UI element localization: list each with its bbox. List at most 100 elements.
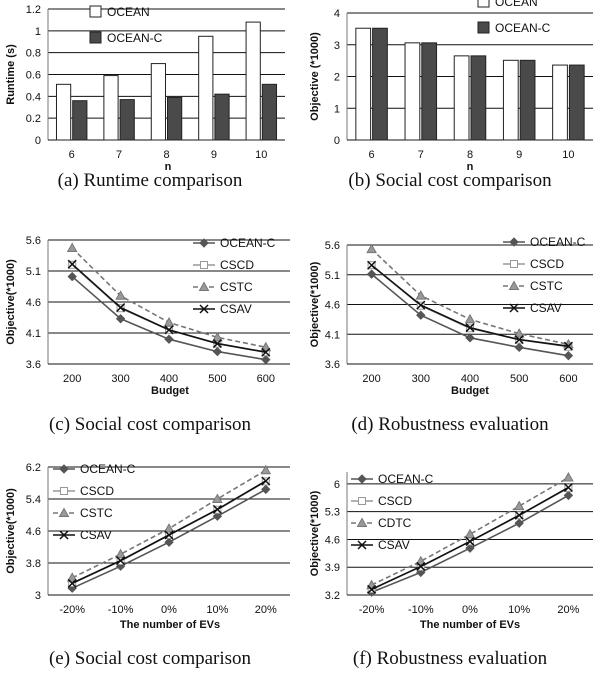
data-point-ocean-c <box>563 490 574 501</box>
data-point-cstc <box>366 243 377 254</box>
data-point-csav <box>67 259 77 269</box>
legend: OCEAN-C CSCD CSTC CSAV <box>193 236 276 316</box>
data-point-csav <box>514 510 524 520</box>
x-tick-label: 300 <box>412 373 430 385</box>
data-point-ocean-c <box>212 346 223 357</box>
data-point-ocean-c <box>465 333 475 343</box>
y-tick-label: 4 <box>334 8 340 20</box>
x-axis-title: The number of EVs <box>420 619 520 631</box>
x-tick-label: 600 <box>559 373 577 385</box>
legend-marker <box>509 237 519 247</box>
legend-label: OCEAN-C <box>495 21 551 35</box>
x-tick-label: 7 <box>418 149 424 161</box>
legend-marker <box>200 261 208 269</box>
y-tick-label: 3 <box>334 40 340 52</box>
bar-ocean-c <box>167 96 183 141</box>
data-point-csav <box>416 561 426 571</box>
legend: OCEAN-C CSCD CDTC CSAV <box>351 472 434 552</box>
legend-label: OCEAN <box>495 0 538 9</box>
bar-ocean-c <box>470 55 487 141</box>
y-tick-label: 0.2 <box>26 113 41 125</box>
data-point-ocean-c <box>164 537 174 547</box>
bar-ocean <box>453 55 470 141</box>
y-tick-label: 3.9 <box>325 562 340 574</box>
data-point-cstc <box>66 242 78 253</box>
y-tick-label: 4.6 <box>325 534 340 546</box>
data-point-csav <box>164 325 174 335</box>
data-point-csav <box>164 530 174 540</box>
data-point-cstc <box>115 548 126 559</box>
x-tick-label: 8 <box>163 149 169 161</box>
bar-ocean <box>150 63 166 141</box>
bar-ocean-c <box>519 59 536 141</box>
chart-panel-6: 3.2 3.9 4.6 5.3 6 -20% -10% 0% 10% 20% OCEAN-C CSCD… <box>309 472 593 669</box>
x-tick-label: -10% <box>408 604 434 616</box>
legend-label: CDTC <box>378 516 412 530</box>
legend-label: CSCD <box>530 257 564 271</box>
bar-ocean-c <box>214 93 230 141</box>
data-point-cstc <box>163 316 175 327</box>
data-point-ocean-c <box>67 271 77 282</box>
legend-marker <box>59 464 69 474</box>
y-tick-label: 0 <box>334 135 340 147</box>
legend-marker <box>509 303 519 313</box>
x-tick-label: 20% <box>557 604 579 616</box>
y-tick-label: 6.2 <box>26 462 41 474</box>
y-tick-label: 1 <box>35 26 41 38</box>
data-point-csav <box>465 536 475 546</box>
x-tick-label: -20% <box>59 604 85 616</box>
bar-ocean-c <box>72 100 88 141</box>
y-tick-label: 4.6 <box>26 297 41 309</box>
y-axis-title: Objective (*1000) <box>309 32 321 121</box>
legend-swatch <box>477 0 490 8</box>
legend-label: CSTC <box>530 279 563 293</box>
x-tick-label: 400 <box>160 373 178 385</box>
legend-label: OCEAN <box>107 5 150 19</box>
series-line-cdtc <box>371 476 569 586</box>
y-tick-label: 5.4 <box>26 494 41 506</box>
bar-ocean <box>552 64 568 141</box>
y-tick-label: 5.1 <box>26 266 41 278</box>
x-axis-title: n <box>467 161 474 173</box>
y-tick-label: 1.2 <box>26 4 41 16</box>
bar-ocean <box>245 21 261 141</box>
legend-marker <box>358 497 366 505</box>
data-point-csav <box>212 339 222 349</box>
legend-label: CSTC <box>80 506 113 520</box>
data-point-cdtc <box>563 472 574 482</box>
bar-ocean <box>355 27 372 141</box>
data-point-ocean-c <box>514 518 524 528</box>
x-axis-title: Budget <box>451 385 489 397</box>
data-point-ocean-c <box>366 269 377 279</box>
y-tick-label: 2 <box>334 72 340 84</box>
data-point-cstc <box>464 313 476 324</box>
subfigure-caption: (b) Social cost comparison <box>348 170 552 191</box>
chart-panel-2: 0 1 2 3 4 6 7 8 9 10 OCEAN OCEAN-C n Objective (*1000… <box>309 0 593 191</box>
y-axis-title: Objective(*1000) <box>309 261 321 347</box>
x-tick-label: 600 <box>257 373 275 385</box>
x-axis-title: Budget <box>151 385 189 397</box>
x-tick-label: 9 <box>516 149 522 161</box>
data-point-ocean-c <box>212 511 223 521</box>
subfigure-caption: (d) Robustness evaluation <box>351 414 549 435</box>
x-tick-label: 200 <box>63 373 81 385</box>
data-point-csav <box>465 323 475 333</box>
chart-panel-5: 3 3.8 4.6 5.4 6.2 -20% -10% 0% 10% 20% OCEAN-C CSCD… <box>5 462 290 669</box>
bar-ocean-c <box>568 64 585 141</box>
legend-label: CSAV <box>378 538 410 552</box>
legend-marker <box>59 530 69 540</box>
legend-label: OCEAN-C <box>220 236 276 250</box>
x-tick-label: 8 <box>467 149 473 161</box>
data-point-csav <box>367 260 377 270</box>
bar-ocean-c <box>372 27 388 141</box>
data-point-csav <box>261 476 271 486</box>
y-tick-label: 1 <box>334 103 340 115</box>
y-tick-label: 4.6 <box>325 300 340 312</box>
x-tick-label: 500 <box>208 373 226 385</box>
bar-ocean <box>198 35 214 141</box>
bar-ocean <box>55 83 72 141</box>
data-point-cstc <box>212 493 223 503</box>
bar-ocean-c <box>261 83 278 141</box>
data-point-cstc <box>415 290 427 300</box>
legend-marker <box>508 280 520 290</box>
